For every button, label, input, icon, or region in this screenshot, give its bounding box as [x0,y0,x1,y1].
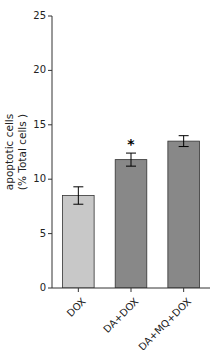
x-tick [183,288,184,292]
y-tick [48,124,52,125]
y-tick [48,70,52,71]
error-bar [73,187,83,204]
y-tick-label: 25 [33,10,46,21]
y-tick-label: 5 [40,228,46,239]
x-tick [131,288,132,292]
y-tick [48,179,52,180]
x-tick-label: DOX [65,296,88,319]
plot-area [63,136,200,288]
bar [115,160,147,288]
x-tick [78,288,79,292]
chart: 0 5 10 15 20 25 DOX DA+DOXDA+MQ+DOX apoptotic ce… [0,0,220,350]
y-tick [48,288,52,289]
error-bar [179,136,189,147]
annotation: * [127,136,135,152]
y-tick-label: 15 [33,119,46,130]
y-tick-label: 20 [33,64,46,75]
y-axis-label: apoptotic cells(% Total cells ) [3,114,28,190]
bar [63,196,95,288]
y-tick-label: 0 [40,282,46,293]
y-axis-line [52,16,53,288]
y-tick [48,16,52,17]
x-tick-label: DA+DOX [101,296,140,335]
bar [168,141,200,288]
chart-container: 0 5 10 15 20 25 DOX DA+DOXDA+MQ+DOX apoptotic ce… [0,0,220,350]
y-tick-label: 10 [33,173,46,184]
error-bar [126,153,136,166]
x-tick-label: DA+MQ+DOX [136,296,193,350]
y-tick [48,233,52,234]
